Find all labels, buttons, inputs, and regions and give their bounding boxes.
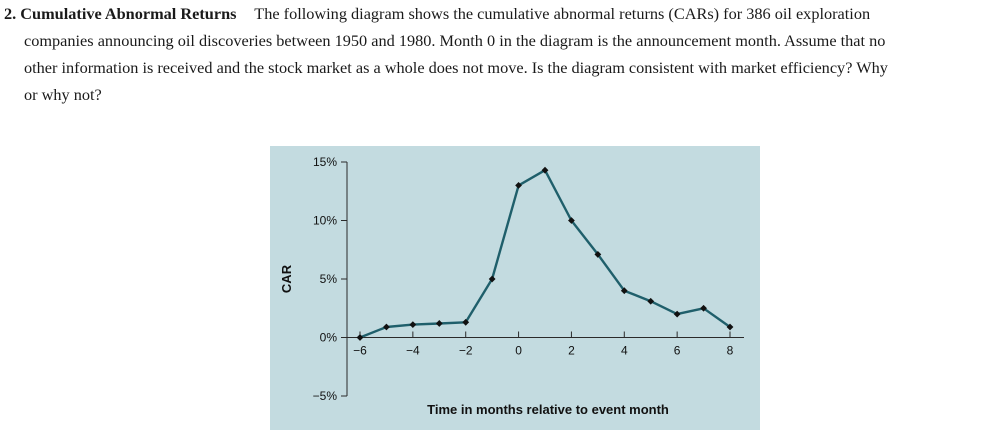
data-point: [594, 251, 602, 258]
data-point: [488, 275, 496, 283]
plot-area: [356, 166, 734, 341]
problem-text-line: companies announcing oil discoveries bet…: [24, 31, 886, 50]
data-point: [462, 318, 470, 326]
y-tick-label: −5%: [313, 389, 338, 403]
axes: 15% 10% 5% 0% −5% −6 −4 −2 0 2 4 6 8: [313, 155, 744, 403]
y-tick-label: 0%: [320, 331, 338, 345]
y-tick-label: 15%: [313, 155, 337, 169]
problem-text-line: other information is received and the st…: [24, 58, 888, 77]
series-line: [358, 169, 732, 339]
data-point: [541, 166, 549, 174]
data-point: [409, 321, 417, 329]
y-tick-label: 5%: [320, 272, 338, 286]
problem-line-1: 2. Cumulative Abnormal Returns The follo…: [4, 0, 1002, 27]
data-point: [568, 217, 575, 224]
x-tick-label: 2: [568, 344, 575, 358]
x-tick-label: 4: [621, 344, 628, 358]
data-point: [673, 310, 681, 318]
problem-text-line: The following diagram shows the cumulati…: [254, 4, 871, 23]
data-point: [700, 304, 707, 312]
x-tick-label: −4: [406, 344, 420, 358]
data-point: [356, 334, 364, 341]
x-tick-label: −6: [353, 344, 367, 358]
x-tick-label: 6: [674, 344, 681, 358]
problem-heading: Cumulative Abnormal Returns: [20, 4, 237, 23]
data-point: [515, 182, 522, 189]
problem-statement: 2. Cumulative Abnormal Returns The follo…: [4, 0, 1002, 108]
problem-text-line: or why not?: [24, 85, 102, 104]
problem-number: 2.: [4, 4, 17, 23]
x-tick-label: 8: [727, 344, 734, 358]
data-point: [726, 323, 734, 331]
y-tick-label: 10%: [313, 214, 337, 228]
x-tick-label: 0: [515, 344, 522, 358]
x-axis-title: Time in months relative to event month: [427, 402, 669, 417]
data-point: [383, 323, 390, 331]
x-tick-label: −2: [459, 344, 473, 358]
data-point: [435, 320, 443, 327]
y-axis-title: CAR: [279, 264, 294, 293]
chart-svg: CAR Time in months relative to event mon…: [279, 155, 744, 417]
car-chart: CAR Time in months relative to event mon…: [270, 146, 760, 430]
